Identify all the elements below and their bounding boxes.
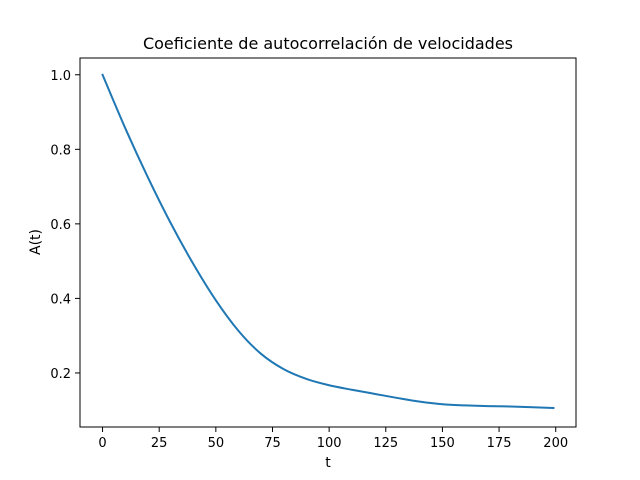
data-point xyxy=(102,74,104,76)
data-point xyxy=(305,378,307,380)
x-axis-label: t xyxy=(325,455,331,471)
series-line xyxy=(101,73,555,410)
y-axis: 0.2 0.4 0.6 0.8 1.0 xyxy=(50,69,80,382)
data-point xyxy=(170,222,172,224)
data-point xyxy=(328,384,330,386)
data-point xyxy=(283,368,285,370)
axes-frame xyxy=(79,57,577,428)
data-point xyxy=(509,406,511,408)
y-tick-label: 0.6 xyxy=(50,218,71,233)
data-point xyxy=(396,397,398,399)
x-tick-label: 25 xyxy=(151,436,168,451)
y-axis-label: A(t) xyxy=(28,229,44,255)
chart-title: Coeficiente de autocorrelación de veloci… xyxy=(143,34,513,53)
x-tick-label: 50 xyxy=(208,436,225,451)
y-tick-label: 0.8 xyxy=(50,143,71,158)
data-point xyxy=(373,393,375,395)
x-tick-label: 100 xyxy=(317,436,342,451)
data-point xyxy=(532,406,534,408)
y-tick-label: 1.0 xyxy=(50,69,71,84)
data-point xyxy=(147,176,149,178)
x-tick-label: 150 xyxy=(430,436,455,451)
data-point xyxy=(260,353,262,355)
data-point xyxy=(215,299,217,301)
data-point xyxy=(441,403,443,405)
data-point xyxy=(552,407,554,409)
data-point xyxy=(487,405,489,407)
data-point xyxy=(464,404,466,406)
data-point xyxy=(237,330,239,332)
plot-area xyxy=(101,73,555,410)
data-point xyxy=(351,389,353,391)
y-tick-label: 0.4 xyxy=(50,292,71,307)
x-axis: 0 25 50 75 100 125 150 175 200 xyxy=(98,427,568,451)
data-point xyxy=(124,127,126,129)
x-tick-label: 125 xyxy=(373,436,398,451)
y-tick-label: 0.2 xyxy=(50,367,71,382)
data-point xyxy=(192,263,194,265)
x-tick-label: 200 xyxy=(543,436,568,451)
data-point xyxy=(419,401,421,403)
x-tick-label: 0 xyxy=(98,436,106,451)
x-tick-label: 75 xyxy=(264,436,281,451)
x-tick-label: 175 xyxy=(487,436,512,451)
